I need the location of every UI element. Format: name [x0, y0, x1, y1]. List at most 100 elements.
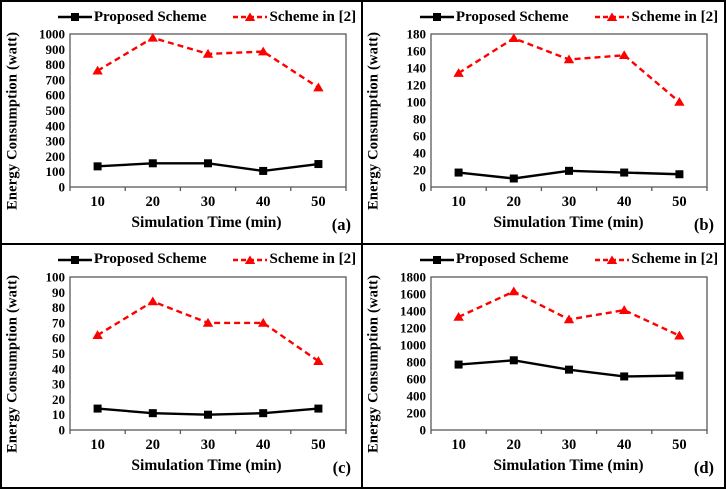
x-axis-title: Simulation Time (min) [131, 456, 282, 474]
panel-letter: (b) [693, 215, 714, 234]
x-tick-label: 30 [201, 194, 216, 210]
square-marker [93, 162, 102, 171]
chart-row: Energy Consumption (watt) 0 100 200 300 400 5… [2, 29, 361, 213]
legend-label-scheme2: Scheme in [2] [269, 251, 357, 267]
panel-d: Proposed Scheme Scheme in [2] Energy Con… [363, 244, 724, 487]
square-marker [565, 365, 573, 374]
legend-item-proposed: Proposed Scheme [419, 251, 569, 268]
x-axis-row: Simulation Time (min) (d) [363, 456, 724, 480]
y-tick-label: 100 [407, 95, 427, 110]
panel-b: Proposed Scheme Scheme in [2] Energy Con… [363, 2, 724, 245]
y-axis-title: Energy Consumption (watt) [365, 31, 382, 211]
x-tick-label: 10 [90, 194, 105, 210]
y-tick-label: 0 [420, 422, 427, 437]
legend-label-proposed: Proposed Scheme [455, 8, 569, 25]
legend-label-proposed: Proposed Scheme [455, 251, 569, 267]
y-tick-label: 140 [407, 61, 427, 76]
square-marker [675, 371, 684, 380]
legend-item-scheme2: Scheme in [2] [594, 9, 718, 26]
legend: Proposed Scheme Scheme in [2] [413, 248, 724, 272]
y-tick-label: 70 [52, 315, 65, 330]
scheme2-dashed-triangle-icon [595, 12, 630, 21]
square-marker [314, 160, 323, 169]
square-marker [314, 404, 323, 413]
chart-row: Energy Consumption (watt) 0 200 400 600 800 1… [363, 272, 724, 456]
y-tick-label: 1000 [39, 29, 65, 42]
scheme2-dashed-triangle-icon [233, 255, 268, 264]
x-tick-label: 30 [201, 437, 216, 453]
square-marker [509, 174, 518, 183]
square-marker [509, 355, 518, 364]
y-tick-label: 60 [413, 129, 426, 144]
y-tick-label: 1000 [400, 337, 426, 352]
x-tick-label: 10 [451, 194, 466, 210]
series-line-scheme2 [96, 36, 320, 89]
y-tick-label: 40 [52, 361, 65, 376]
square-marker [620, 371, 629, 380]
chart-row: Energy Consumption (watt) 0 10 20 30 40 50 60 7… [2, 272, 361, 456]
y-tick-label: 0 [59, 180, 66, 195]
triangle-marker [258, 317, 269, 327]
x-axis-title: Simulation Time (min) [493, 214, 644, 231]
x-tick-label: 50 [672, 194, 687, 210]
chart-row: Energy Consumption (watt) 0 20 40 60 80 100 12… [363, 29, 724, 213]
triangle-marker [453, 311, 464, 321]
x-tick-label: 20 [146, 194, 161, 210]
plot-area-border [430, 275, 708, 431]
y-tick-label: 20 [413, 163, 426, 178]
square-marker [259, 408, 268, 417]
y-tick-label: 120 [407, 78, 427, 93]
series-line-scheme2 [458, 289, 680, 337]
square-marker [565, 166, 573, 175]
triangle-marker [258, 46, 269, 56]
triangle-marker [508, 285, 519, 295]
x-tick-label: 50 [311, 437, 326, 453]
proposed-line-square-icon [419, 13, 454, 21]
x-tick-label: 20 [507, 437, 522, 453]
y-tick-label: 20 [52, 391, 65, 406]
y-tick-label: 30 [52, 376, 65, 391]
y-tick-label: 0 [420, 180, 427, 195]
x-tick-label: 10 [90, 437, 105, 453]
square-marker [204, 410, 212, 419]
x-tick-label: 10 [451, 437, 466, 453]
x-axis-row: Simulation Time (min) (a) [2, 213, 361, 237]
x-tick-label: 20 [146, 437, 161, 453]
y-tick-label: 200 [407, 405, 427, 420]
triangle-marker [674, 97, 685, 106]
y-tick-label: 400 [46, 118, 66, 133]
y-tick-label: 0 [59, 422, 66, 437]
y-tick-label: 1200 [400, 320, 426, 335]
x-tick-label: 40 [617, 194, 632, 210]
y-tick-label: 60 [52, 330, 65, 345]
x-tick-label: 20 [507, 194, 522, 210]
legend-item-proposed: Proposed Scheme [57, 8, 207, 26]
triangle-marker [92, 329, 103, 339]
y-tick-label: 1800 [400, 272, 426, 285]
square-marker [675, 170, 684, 179]
square-marker [148, 408, 157, 417]
triangle-marker [147, 32, 158, 42]
triangle-marker [674, 330, 685, 339]
line-chart-b: 0 20 40 60 80 100 120 140 160 180 10 20 30 40 50 [407, 29, 708, 210]
plot-area-border [69, 33, 347, 188]
x-axis-row: Simulation Time (min) (b) [363, 213, 724, 237]
series-line-scheme2 [96, 299, 320, 362]
legend-label-scheme2: Scheme in [2] [631, 8, 719, 25]
square-marker [454, 360, 463, 369]
triangle-marker [508, 33, 519, 43]
legend-label-proposed: Proposed Scheme [93, 8, 207, 25]
y-tick-label: 1600 [400, 286, 426, 301]
y-tick-label: 900 [46, 42, 66, 57]
y-tick-label: 600 [407, 371, 427, 386]
panel-a: Proposed Scheme Scheme in [2] Energy Con… [2, 2, 363, 245]
proposed-line-square-icon [57, 13, 92, 21]
legend: Proposed Scheme Scheme in [2] [413, 5, 724, 29]
panel-letter: (c) [332, 457, 351, 477]
legend-item-scheme2: Scheme in [2] [232, 251, 356, 268]
x-axis-row: Simulation Time (min) (c) [2, 456, 361, 480]
legend-label-scheme2: Scheme in [2] [269, 8, 357, 25]
